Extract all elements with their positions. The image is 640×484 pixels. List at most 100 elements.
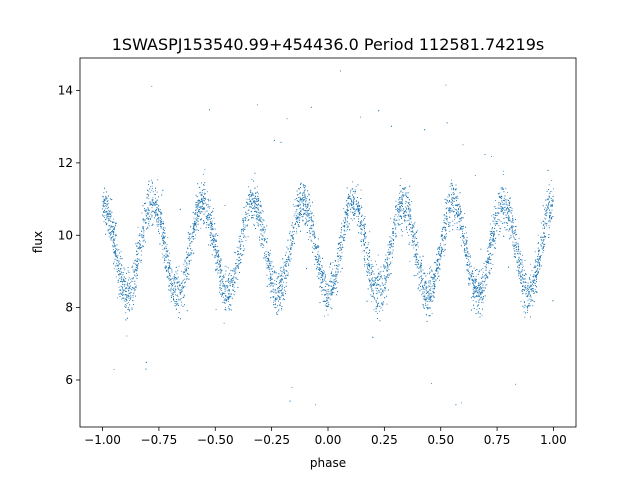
data-point	[117, 297, 118, 298]
data-point	[485, 266, 486, 267]
data-point	[320, 269, 321, 270]
data-point	[408, 197, 409, 198]
data-point	[371, 286, 372, 287]
data-point	[531, 286, 532, 287]
data-point	[468, 265, 469, 266]
data-point	[307, 196, 308, 197]
data-point	[183, 274, 184, 275]
data-point	[155, 216, 156, 217]
data-point	[425, 297, 426, 298]
data-point	[430, 284, 431, 285]
data-point	[314, 238, 315, 239]
data-point	[154, 194, 155, 195]
data-point	[449, 231, 450, 232]
data-point	[223, 276, 224, 277]
data-point	[281, 293, 282, 294]
data-point	[305, 186, 306, 187]
data-point	[305, 198, 306, 199]
data-point	[178, 317, 179, 318]
data-point	[364, 226, 365, 227]
data-point	[365, 216, 366, 217]
data-point	[552, 199, 553, 200]
data-point	[345, 211, 346, 212]
data-point	[372, 270, 373, 271]
data-point	[358, 203, 359, 204]
data-point	[490, 231, 491, 232]
data-point	[497, 221, 498, 222]
data-point	[473, 294, 474, 295]
data-point	[302, 202, 303, 203]
data-point	[531, 291, 532, 292]
data-point	[141, 235, 142, 236]
data-point	[143, 237, 144, 238]
data-point	[455, 214, 456, 215]
data-point	[526, 293, 527, 294]
data-point	[288, 257, 289, 258]
data-point	[268, 265, 269, 266]
x-tick-label: 1.00	[540, 433, 567, 447]
data-point	[308, 239, 309, 240]
data-point	[468, 273, 469, 274]
data-point	[200, 192, 201, 193]
data-point	[235, 270, 236, 271]
data-point	[196, 217, 197, 218]
data-point	[118, 294, 119, 295]
data-point	[398, 199, 399, 200]
data-point	[341, 252, 342, 253]
data-point	[329, 281, 330, 282]
data-point	[417, 266, 418, 267]
data-point	[512, 234, 513, 235]
data-point	[382, 302, 383, 303]
data-point	[522, 270, 523, 271]
data-point	[263, 244, 264, 245]
data-point	[473, 291, 474, 292]
data-point	[520, 273, 521, 274]
data-point	[406, 202, 407, 203]
data-point	[347, 213, 348, 214]
data-point	[548, 204, 549, 205]
data-point	[321, 291, 322, 292]
data-point	[340, 257, 341, 258]
data-point	[370, 294, 371, 295]
data-point	[225, 281, 226, 282]
data-point	[427, 273, 428, 274]
data-point	[200, 228, 201, 229]
data-point	[213, 234, 214, 235]
data-point	[529, 299, 530, 300]
data-point	[464, 233, 465, 234]
data-point	[241, 233, 242, 234]
data-point	[512, 242, 513, 243]
data-point	[139, 243, 140, 244]
data-point	[185, 266, 186, 267]
data-point	[530, 288, 531, 289]
data-point	[331, 292, 332, 293]
data-point	[387, 258, 388, 259]
data-point	[475, 291, 476, 292]
data-point	[327, 295, 328, 296]
data-point	[110, 235, 111, 236]
data-point	[112, 221, 113, 222]
data-point	[503, 200, 504, 201]
data-point	[208, 206, 209, 207]
data-point	[348, 196, 349, 197]
data-point	[257, 222, 258, 223]
data-point	[356, 216, 357, 217]
data-point	[423, 278, 424, 279]
data-point	[144, 208, 145, 209]
data-point	[528, 300, 529, 301]
data-point	[333, 292, 334, 293]
data-point	[209, 208, 210, 209]
data-point	[171, 288, 172, 289]
data-point	[486, 268, 487, 269]
data-point	[534, 275, 535, 276]
data-point	[317, 264, 318, 265]
data-point	[256, 218, 257, 219]
data-point	[518, 251, 519, 252]
data-point	[473, 287, 474, 288]
data-point	[420, 283, 421, 284]
data-point	[405, 195, 406, 196]
data-point	[343, 208, 344, 209]
data-point	[299, 202, 300, 203]
data-point	[189, 254, 190, 255]
data-point	[402, 198, 403, 199]
